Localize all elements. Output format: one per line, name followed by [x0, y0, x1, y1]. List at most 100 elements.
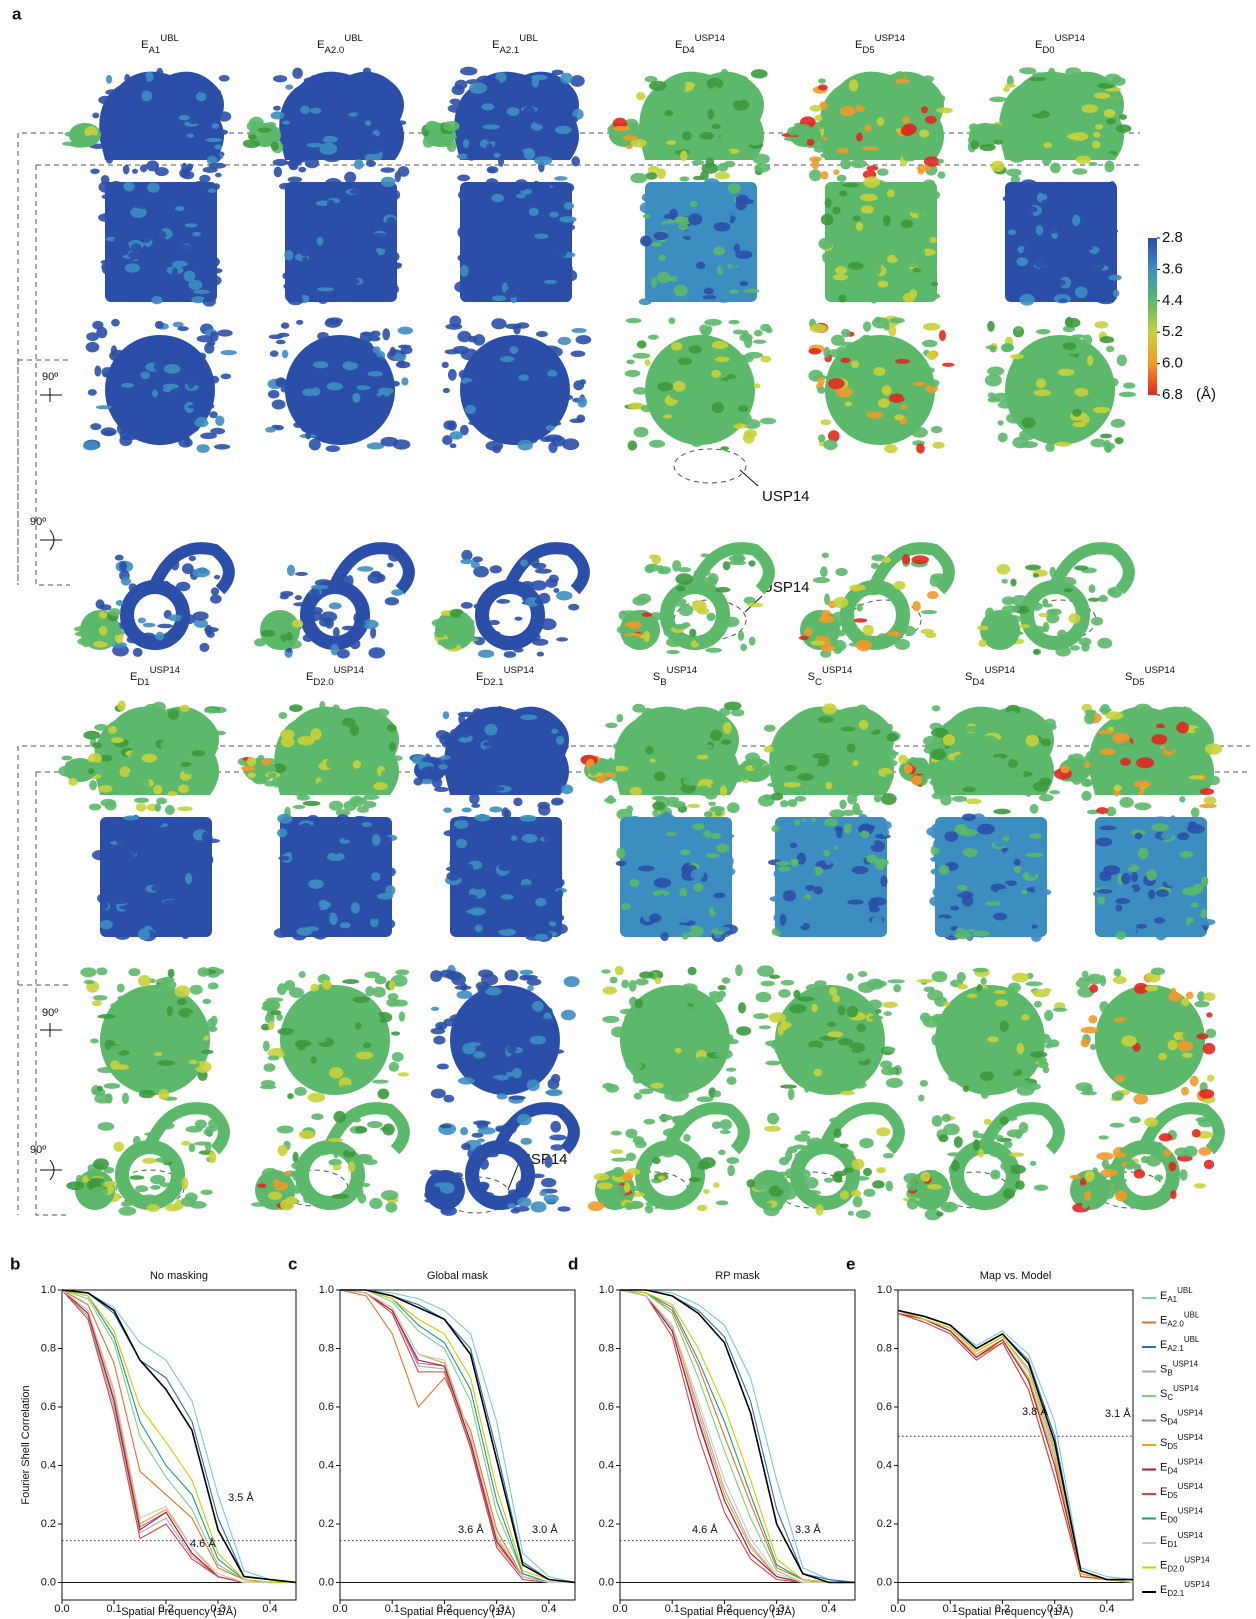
density-blob — [985, 374, 1002, 386]
fsc-curve — [620, 1290, 855, 1582]
density-blob — [202, 999, 211, 1004]
density-blob — [1115, 1190, 1127, 1201]
density-blob — [767, 1113, 779, 1125]
density-blob — [1208, 776, 1220, 786]
density-blob — [998, 432, 1008, 442]
density-blob — [317, 781, 325, 789]
density-blob — [760, 356, 771, 363]
density-blob — [200, 209, 213, 213]
y-axis-label: Fourier Shell Correlation — [20, 1385, 32, 1504]
density-blob — [668, 131, 676, 136]
density-blob — [67, 767, 79, 776]
density-blob — [348, 1161, 355, 1172]
density-blob — [268, 1021, 275, 1030]
density-blob — [930, 779, 945, 787]
density-blob — [81, 636, 92, 647]
density-blob — [860, 194, 878, 202]
y-tick-label: 0.4 — [319, 1459, 334, 1471]
density-blob — [188, 280, 202, 290]
density-blob — [842, 183, 859, 188]
density-blob — [635, 1140, 647, 1148]
density-blob — [303, 634, 314, 642]
density-blob — [872, 262, 879, 273]
density-blob — [876, 1167, 886, 1173]
density-blob — [276, 340, 286, 345]
density-blob — [825, 913, 840, 921]
density-blob — [347, 1147, 354, 1151]
density-blob — [672, 560, 681, 571]
density-blob — [215, 416, 224, 426]
density-blob — [489, 786, 504, 791]
density-blob — [680, 850, 690, 856]
density-blob — [920, 1172, 930, 1182]
density-blob — [1131, 872, 1138, 882]
density-blob — [812, 923, 823, 932]
map-title-sup: USP14 — [875, 32, 906, 43]
density-blob — [711, 783, 720, 788]
density-blob — [366, 160, 376, 167]
density-blob — [496, 599, 510, 604]
density-blob — [625, 837, 637, 843]
density-blob — [697, 755, 709, 760]
density-blob — [507, 107, 520, 116]
density-blob — [596, 776, 606, 784]
density-blob — [839, 190, 847, 196]
fsc-curve — [898, 1310, 1133, 1582]
density-blob — [953, 766, 964, 771]
density-blob — [624, 1014, 640, 1020]
density-blob — [552, 347, 563, 356]
density-blob — [1042, 157, 1052, 165]
density-blob — [659, 894, 665, 902]
density-blob — [1099, 595, 1108, 602]
density-blob — [90, 1178, 104, 1183]
density-blob — [460, 1127, 468, 1135]
density-blob — [998, 401, 1013, 409]
density-blob — [83, 731, 100, 740]
density-blob — [882, 385, 892, 395]
density-blob — [532, 639, 548, 646]
density-blob — [699, 901, 709, 905]
map-title-base: E — [675, 39, 682, 51]
density-blob — [930, 1170, 937, 1176]
density-blob — [818, 84, 828, 90]
density-blob — [945, 1028, 960, 1040]
density-blob — [635, 999, 643, 1009]
density-blob — [175, 894, 188, 905]
density-blob — [386, 284, 399, 295]
density-blob — [623, 636, 632, 645]
density-blob — [840, 1191, 849, 1200]
density-blob — [814, 980, 826, 986]
density-blob — [811, 626, 820, 632]
density-blob — [933, 854, 940, 862]
density-blob — [119, 882, 125, 891]
density-blob — [1080, 1185, 1089, 1192]
density-blob — [780, 914, 787, 926]
density-blob — [857, 1023, 866, 1032]
density-blob — [148, 859, 160, 871]
density-blob — [452, 752, 459, 758]
panel-label: e — [846, 1254, 855, 1273]
map-title-sub: D1 — [137, 676, 149, 687]
legend-base: S — [1160, 1412, 1167, 1424]
density-blob — [211, 1016, 218, 1026]
density-blob — [283, 282, 297, 290]
density-blob — [380, 437, 398, 447]
density-blob — [118, 818, 125, 827]
density-blob — [973, 1193, 980, 1203]
density-blob — [711, 370, 721, 378]
density-blob — [941, 1202, 958, 1213]
density-blob — [488, 620, 500, 625]
y-tick-label: 0.8 — [877, 1342, 892, 1354]
density-blob — [715, 1052, 727, 1058]
density-blob — [147, 1204, 160, 1212]
density-blob — [357, 929, 371, 936]
density-blob — [996, 623, 1006, 634]
density-blob — [874, 793, 882, 802]
density-blob — [337, 649, 350, 659]
density-blob — [621, 903, 631, 910]
legend-sup: USP14 — [1184, 1580, 1210, 1589]
density-blob — [288, 297, 303, 306]
density-blob — [1090, 1044, 1096, 1050]
density-blob — [157, 624, 172, 629]
density-blob — [329, 602, 342, 609]
